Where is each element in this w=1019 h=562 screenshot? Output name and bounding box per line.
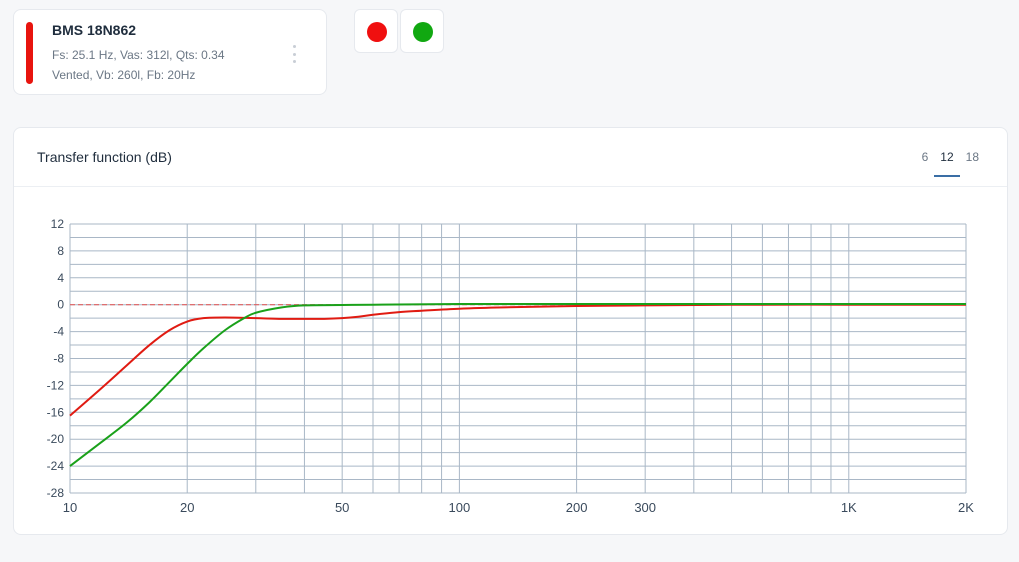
x-tick-label: 300 <box>634 500 656 515</box>
y-tick-label: -20 <box>47 432 65 446</box>
driver-card[interactable]: BMS 18N862 Fs: 25.1 Hz, Vas: 312l, Qts: … <box>13 9 327 95</box>
series-line-red <box>69 303 966 417</box>
panel-header: Transfer function (dB) 6 12 18 <box>14 128 1007 187</box>
x-tick-label: 200 <box>566 500 588 515</box>
tab-18[interactable]: 18 <box>965 150 979 164</box>
y-tick-label: -28 <box>47 486 65 500</box>
y-tick-label: 4 <box>57 271 64 285</box>
driver-box: Vented, Vb: 260l, Fb: 20Hz <box>52 68 196 82</box>
x-tick-label: 20 <box>180 500 194 515</box>
driver-color-bar <box>26 22 33 84</box>
y-tick-label: -12 <box>47 378 65 392</box>
red-swatch-button[interactable] <box>354 9 398 53</box>
y-tick-label: -24 <box>47 459 65 473</box>
green-circle-icon <box>413 22 433 42</box>
more-vertical-icon[interactable] <box>290 45 298 63</box>
red-circle-icon <box>367 22 387 42</box>
green-swatch-button[interactable] <box>400 9 444 53</box>
tab-6[interactable]: 6 <box>921 150 929 164</box>
tab-12[interactable]: 12 <box>934 150 961 177</box>
x-tick-label: 100 <box>449 500 471 515</box>
x-tick-label: 2K <box>958 500 974 515</box>
y-tick-label: 12 <box>51 217 65 231</box>
y-tick-label: -8 <box>53 352 64 366</box>
driver-params: Fs: 25.1 Hz, Vas: 312l, Qts: 0.34 <box>52 48 225 62</box>
x-tick-label: 10 <box>63 500 77 515</box>
x-tick-label: 1K <box>841 500 857 515</box>
y-tick-label: 0 <box>57 298 64 312</box>
x-tick-label: 50 <box>335 500 349 515</box>
driver-name: BMS 18N862 <box>52 22 137 38</box>
series-line-green <box>69 302 966 467</box>
y-tick-label: -4 <box>53 325 64 339</box>
panel-title: Transfer function (dB) <box>37 149 172 165</box>
transfer-function-panel: Transfer function (dB) 6 12 18 12 8 4 0 -4 -8… <box>13 127 1008 535</box>
slope-tabs: 6 12 18 <box>916 150 985 177</box>
y-tick-label: -16 <box>47 405 65 419</box>
y-tick-label: 8 <box>57 244 64 258</box>
